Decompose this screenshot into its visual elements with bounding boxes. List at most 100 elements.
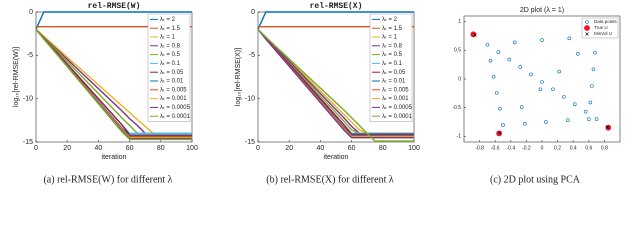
y-tick-label: -10	[23, 96, 33, 103]
legend-label: λₜ = 0.001	[382, 96, 409, 102]
legend-label: λₜ = 0.01	[160, 79, 184, 85]
scatter-point	[529, 72, 533, 77]
y-tick-label: -15	[23, 139, 33, 146]
legend-label: λₜ = 0.005	[160, 87, 187, 93]
scatter-point	[590, 84, 594, 88]
legend-swatch	[584, 25, 590, 31]
x-tick-label: 0.2	[554, 145, 561, 151]
y-tick-label: 0	[29, 9, 33, 16]
scatter-point	[544, 120, 548, 124]
legend-box	[369, 13, 413, 122]
legend-box	[581, 17, 619, 39]
legend-label: λₜ = 1.5	[160, 26, 181, 32]
scatter-point	[562, 94, 566, 99]
x-tick-label: 0	[256, 145, 260, 152]
legend-label: λₜ = 1	[382, 35, 398, 41]
legend-label: MinVol U	[594, 31, 612, 36]
legend-swatch	[585, 20, 589, 24]
legend-label: True U	[594, 25, 608, 30]
y-tick-label: 0	[251, 9, 255, 16]
legend-box	[147, 13, 191, 122]
scatter-point	[567, 36, 572, 41]
x-tick-label: 0.4	[570, 145, 577, 151]
legend-label: λₜ = 2	[382, 17, 398, 23]
scatter-point	[540, 38, 544, 42]
series-line	[257, 28, 414, 139]
x-tick-label: 0.8	[601, 145, 608, 151]
legend-label: λₜ = 1.5	[382, 26, 403, 32]
legend-label: λₜ = 0.001	[160, 96, 187, 102]
y-axis-label: log₁₀[rel-RMSE(X)]	[235, 48, 242, 106]
y-tick-label: -5	[249, 52, 255, 59]
minvol-point	[605, 125, 610, 129]
y-tick-label: -15	[245, 139, 255, 146]
legend-swatch	[585, 32, 589, 36]
x-tick-label: 60	[348, 145, 356, 152]
legend-label: λₜ = 1	[160, 35, 176, 41]
scatter-point	[498, 106, 502, 111]
minvol-point	[498, 131, 502, 135]
scatter-point	[576, 51, 580, 56]
legend-label: λₜ = 0.8	[382, 43, 403, 49]
x-tick-label: 20	[285, 145, 293, 152]
legend-label: λₜ = 0.1	[382, 61, 403, 67]
x-tick-label: 80	[157, 145, 165, 152]
legend-label: λₜ = 0.0001	[160, 114, 191, 120]
scatter-point	[512, 40, 517, 45]
scatter-point	[538, 87, 543, 92]
legend-label: Data points	[594, 19, 618, 24]
x-tick-label: 20	[63, 145, 71, 152]
legend-label: λₜ = 2	[160, 17, 176, 23]
scatter-point	[496, 50, 501, 54]
y-axis-label: log₁₀[rel-RMSE(W)]	[13, 47, 20, 107]
scatter-point	[540, 80, 544, 84]
caption: (a) rel-RMSE(W) for different λ	[43, 174, 172, 185]
x-tick-label: -0.2	[522, 145, 531, 151]
scatter-point	[491, 74, 496, 79]
y-tick-label: 0	[458, 76, 461, 82]
y-tick-label: 1	[458, 19, 461, 25]
y-tick-label: -1	[457, 134, 462, 140]
legend-label: λₜ = 0.1	[160, 61, 181, 67]
x-tick-label: -0.8	[475, 145, 484, 151]
scatter-point	[507, 57, 512, 62]
legend-label: λₜ = 0.0005	[160, 105, 191, 111]
legend-label: λₜ = 0.8	[160, 43, 181, 49]
scatter-point	[565, 118, 570, 123]
scatter-point	[551, 87, 555, 92]
x-axis-label: iteration	[324, 154, 349, 161]
scatter-point	[519, 105, 524, 109]
series-line	[35, 28, 192, 135]
series-line	[35, 28, 192, 136]
legend-label: λₜ = 0.01	[382, 79, 406, 85]
series-line	[257, 28, 414, 142]
scatter-point	[501, 123, 505, 127]
legend-label: λₜ = 0.5	[160, 52, 181, 58]
y-tick-label: -0.5	[452, 105, 461, 111]
caption: (c) 2D plot using PCA	[490, 174, 581, 185]
scatter-point	[593, 50, 597, 55]
x-tick-label: -0.6	[491, 145, 500, 151]
scatter-point	[591, 67, 596, 72]
y-tick-label: 0.5	[454, 48, 461, 54]
series-line	[257, 11, 414, 30]
x-tick-label: 0.6	[585, 145, 592, 151]
legend-label: λₜ = 0.0001	[382, 114, 413, 120]
caption: (b) rel-RMSE(X) for different λ	[266, 174, 394, 185]
x-tick-label: -0.4	[506, 145, 515, 151]
scatter-point	[588, 100, 593, 105]
legend-label: λₜ = 0.0005	[382, 105, 413, 111]
scatter-point	[572, 102, 577, 106]
minvol-point	[473, 33, 477, 37]
scatter-point	[518, 65, 522, 69]
chart-title: rel-RMSE(W)	[88, 2, 141, 11]
scatter-point	[583, 109, 588, 114]
x-axis-label: iteration	[102, 154, 127, 161]
scatter-point	[523, 121, 527, 126]
figure: 0 20 40 60 80 100-15-10-50rel-RMSE(W)iteratio…	[13, 2, 621, 185]
legend-label: λₜ = 0.5	[382, 52, 403, 58]
x-tick-label: 100	[408, 145, 420, 152]
scatter-point	[470, 31, 477, 38]
x-tick-label: 40	[317, 145, 325, 152]
x-tick-label: 0	[541, 145, 544, 151]
